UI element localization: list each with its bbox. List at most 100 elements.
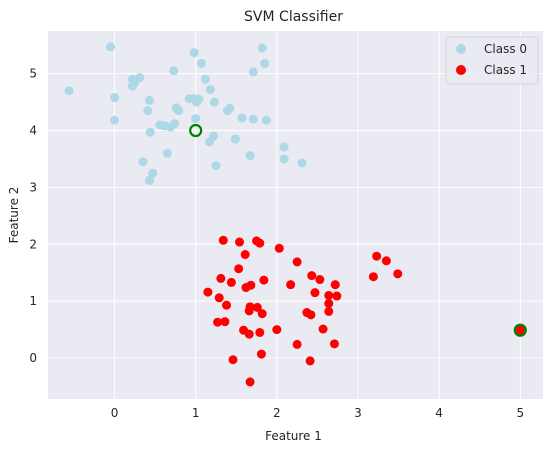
class-1-point xyxy=(203,287,213,297)
class-1-point xyxy=(292,257,302,267)
class-1-point xyxy=(240,250,250,260)
class-1-point xyxy=(315,275,325,285)
class-0-point xyxy=(261,115,271,125)
class-0-point xyxy=(170,119,180,129)
x-tick-label: 4 xyxy=(435,406,443,420)
class-1-point xyxy=(245,377,255,387)
tick-labels: 0 1 2 3 4 5 0 1 2 3 4 5 xyxy=(29,67,524,420)
class-1-point xyxy=(286,280,296,290)
y-axis-label: Feature 2 xyxy=(7,187,21,244)
class-1-point xyxy=(368,272,378,282)
class-0-point xyxy=(196,58,206,68)
class-0-point xyxy=(245,151,255,161)
class-0-point xyxy=(237,113,247,123)
class-1-point xyxy=(305,356,315,366)
class-1-point xyxy=(256,349,266,359)
support-vectors xyxy=(189,123,527,337)
class-1-point xyxy=(214,293,224,303)
class-1-point xyxy=(310,288,320,298)
class-0-point xyxy=(222,106,232,116)
class-1-point xyxy=(274,243,284,253)
class-1-point xyxy=(372,251,382,261)
class-1-point xyxy=(255,238,265,248)
class-0-point xyxy=(297,158,307,168)
class-1-point xyxy=(329,339,339,349)
class-1-point xyxy=(318,324,328,334)
class-1-point xyxy=(222,300,232,310)
class-1-point xyxy=(324,306,334,316)
class-0-point xyxy=(174,106,184,116)
class-0-point xyxy=(138,157,148,167)
class-0-point xyxy=(204,137,214,147)
class-0-point xyxy=(257,43,267,53)
plot-background xyxy=(48,31,543,399)
class-0-point xyxy=(191,114,201,124)
class-1-point xyxy=(324,298,334,308)
x-tick-label: 1 xyxy=(192,406,200,420)
class-0-point xyxy=(230,134,240,144)
class-1-point xyxy=(324,290,334,300)
class-1-point xyxy=(257,309,267,319)
class-1-point xyxy=(292,339,302,349)
class-1-point xyxy=(252,302,262,312)
legend: Class 0 Class 1 xyxy=(445,36,539,85)
y-tick-label: 4 xyxy=(29,124,37,138)
class-0-point xyxy=(105,42,115,52)
x-tick-label: 0 xyxy=(111,406,119,420)
class-0-point xyxy=(189,48,199,58)
class-0-point xyxy=(144,95,154,105)
class-1-point xyxy=(216,273,226,283)
class-0-point xyxy=(211,161,221,171)
class-0-point xyxy=(162,148,172,158)
class-1-point xyxy=(332,291,342,301)
class-0-point xyxy=(209,97,219,107)
legend-label-class-1: Class 1 xyxy=(484,63,527,77)
class-0-point xyxy=(64,86,74,96)
chart-title: SVM Classifier xyxy=(244,9,343,25)
y-tick-label: 5 xyxy=(29,67,37,81)
x-axis-label: Feature 1 xyxy=(265,429,322,443)
class-1-point xyxy=(255,327,265,337)
legend-marker-class-1 xyxy=(456,65,466,75)
class-0-point xyxy=(143,106,153,116)
class-1-point xyxy=(244,329,254,339)
class-1-point xyxy=(213,317,223,327)
class-1-point xyxy=(307,271,317,281)
class-1-point xyxy=(246,280,256,290)
class-0-point xyxy=(135,73,145,83)
support-vector-marker xyxy=(189,123,203,138)
class-1-point xyxy=(244,306,254,316)
class-1-point xyxy=(228,355,238,365)
class-1-point xyxy=(272,325,282,335)
y-tick-label: 3 xyxy=(29,180,37,194)
y-tick-label: 2 xyxy=(29,237,37,251)
class-0-point xyxy=(200,74,210,84)
class-1-point xyxy=(330,280,340,290)
class-0-point xyxy=(148,168,158,178)
y-tick-label: 0 xyxy=(29,351,37,365)
x-tick-label: 3 xyxy=(354,406,362,420)
class-0-point xyxy=(144,176,154,186)
class-0-point xyxy=(260,58,270,68)
class-0-point xyxy=(169,66,179,76)
legend-marker-class-0 xyxy=(456,44,466,54)
class-1-point xyxy=(226,277,236,287)
y-tick-label: 1 xyxy=(29,294,37,308)
class-1-point xyxy=(234,264,244,274)
data-points xyxy=(64,42,525,387)
class-1-point xyxy=(381,256,391,266)
support-vector-marker xyxy=(513,323,527,337)
x-tick-label: 2 xyxy=(273,406,281,420)
x-tick-label: 5 xyxy=(516,406,524,420)
class-0-point xyxy=(110,115,120,125)
class-0-point xyxy=(145,127,155,137)
class-1-point xyxy=(515,325,525,335)
class-1-point xyxy=(393,269,403,279)
class-0-point xyxy=(248,114,258,124)
class-1-point xyxy=(259,275,269,285)
class-1-point xyxy=(220,317,230,327)
class-0-point xyxy=(110,93,120,103)
legend-box xyxy=(445,36,539,85)
class-0-point xyxy=(127,81,137,91)
